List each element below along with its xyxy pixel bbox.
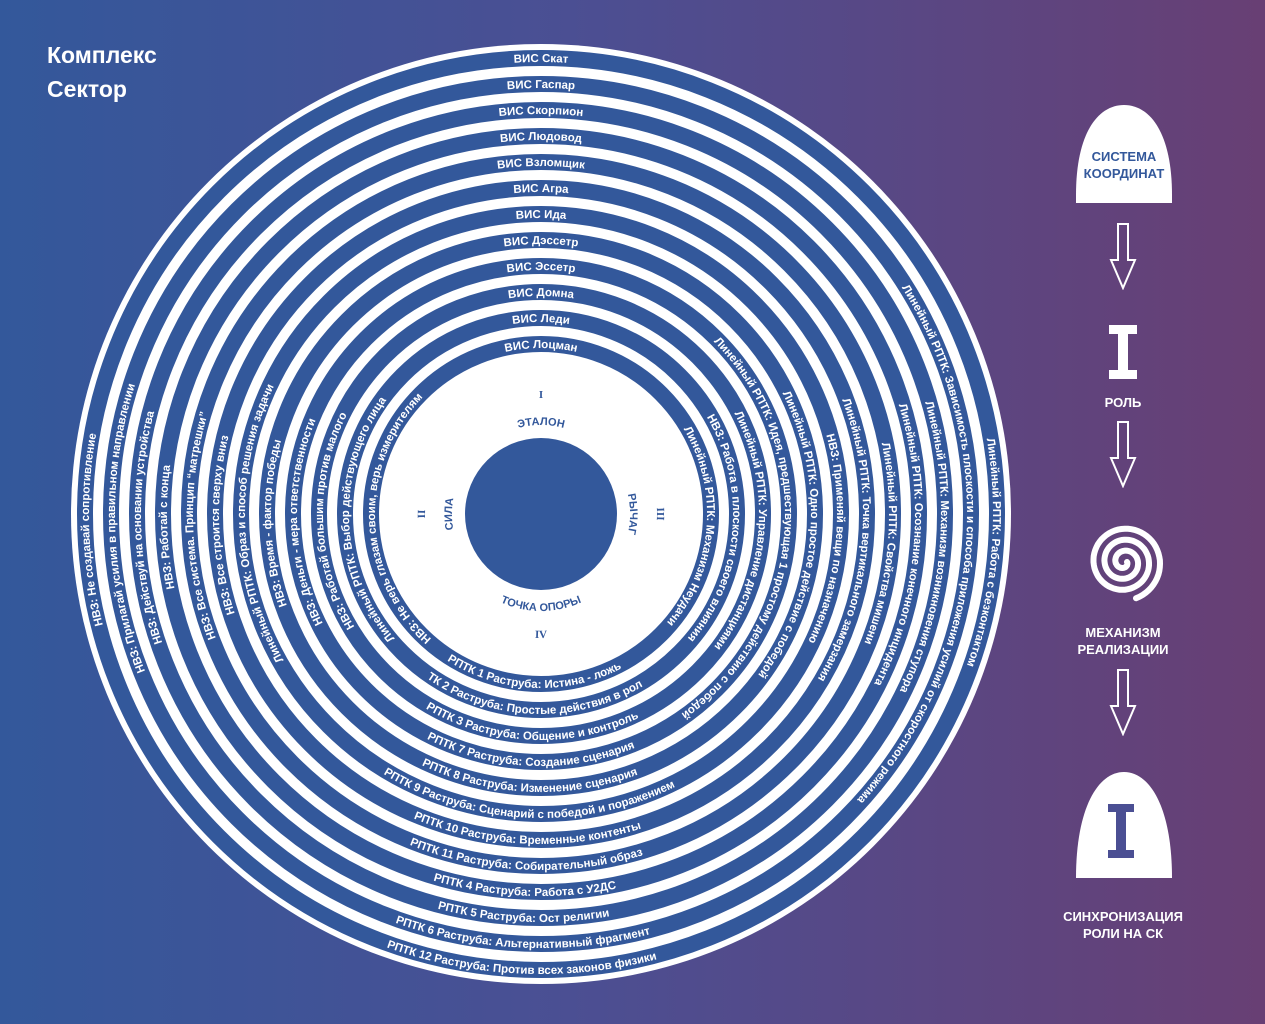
role-text: РОЛЬ	[1104, 395, 1142, 410]
vis-label-7: ВИС Ида	[515, 209, 567, 222]
ring-band-1	[77, 50, 1005, 978]
ring-band-2	[103, 76, 979, 952]
ring-band-7	[233, 206, 849, 822]
title-line-2: Сектор	[47, 76, 127, 102]
core-number-4: IV	[535, 629, 547, 641]
vis-label-4: ВИС Людовод	[500, 131, 584, 145]
core-label-top: ЭТАЛОН	[516, 416, 566, 431]
coord-system-line-1: СИСТЕМА	[1091, 149, 1157, 164]
vis-label-12: ВИС Лоцман	[504, 339, 579, 355]
core-circle	[465, 438, 617, 590]
vis-label-5: ВИС Взломщик	[497, 157, 586, 172]
core-number-3: III	[654, 507, 666, 521]
sync-line-2: РОЛИ НА СК	[1082, 926, 1164, 941]
role-label: РОЛЬ	[1083, 394, 1163, 411]
vis-label-9: ВИС Эссетр	[506, 261, 576, 275]
ring-band-12	[363, 336, 719, 692]
coord-system-dome-icon	[1076, 105, 1172, 203]
page-title: Комплекс Сектор	[47, 38, 157, 106]
coord-system-line-2: КООРДИНАТ	[1083, 166, 1165, 181]
vis-label-2: ВИС Гаспар	[507, 79, 576, 92]
vis-label-11: ВИС Леди	[511, 313, 570, 327]
sync-label: СИНХРОНИЗАЦИЯ РОЛИ НА СК	[1045, 908, 1201, 942]
vis-label-8: ВИС Дэссетр	[503, 235, 579, 250]
ring-band-10	[311, 284, 771, 744]
ring-band-9	[285, 258, 797, 770]
ring-band-3	[129, 102, 953, 926]
title-line-1: Комплекс	[47, 42, 157, 68]
ring-band-11	[337, 310, 745, 718]
down-arrow-icon	[1109, 421, 1137, 488]
mechanism-line-1: МЕХАНИЗМ	[1085, 625, 1161, 640]
ring-band-5	[181, 154, 901, 874]
vis-label-10: ВИС Домна	[507, 287, 575, 301]
mechanism-label: МЕХАНИЗМ РЕАЛИЗАЦИИ	[1055, 624, 1191, 658]
core-number-1: I	[539, 389, 543, 401]
down-arrow-icon	[1109, 223, 1137, 290]
sync-dome-icon	[1076, 772, 1172, 878]
ring-band-6	[207, 180, 875, 848]
vis-label-6: ВИС Агра	[513, 183, 570, 196]
sync-line-1: СИНХРОНИЗАЦИЯ	[1063, 909, 1183, 924]
ring-band-8	[259, 232, 823, 796]
spiral-icon	[1090, 525, 1164, 602]
vis-label-3: ВИС Скорпион	[498, 105, 584, 119]
mechanism-line-2: РЕАЛИЗАЦИИ	[1077, 642, 1169, 657]
vis-label-1: ВИС Скат	[513, 53, 569, 66]
role-i-icon	[1109, 325, 1137, 379]
core-label-right: РЫЧАГ	[625, 492, 639, 536]
ring-band-4	[155, 128, 927, 900]
down-arrow-icon	[1109, 669, 1137, 736]
coord-system-label: СИСТЕМА КООРДИНАТ	[1060, 148, 1188, 182]
